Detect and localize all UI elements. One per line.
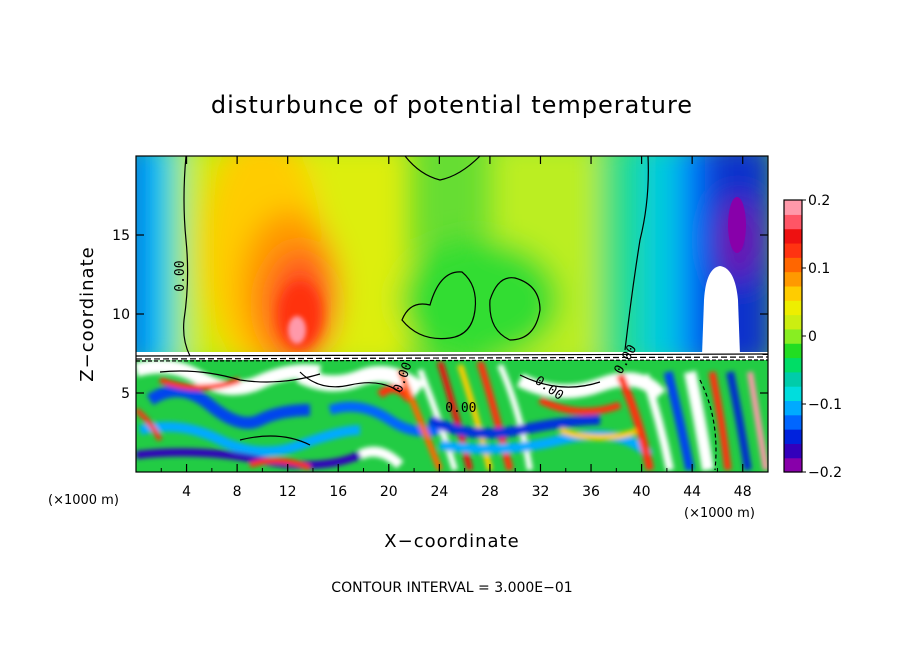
contour-zero-blob1	[401, 271, 477, 340]
contour-zero-blob2	[489, 277, 541, 341]
x-unit-left: (×1000 m)	[48, 493, 119, 508]
colorbar-swatch	[784, 443, 802, 459]
contour-inversion-2	[136, 356, 768, 360]
x-tick-label: 24	[430, 484, 448, 500]
contour-lower-3	[519, 374, 601, 388]
x-tick-label: 28	[481, 484, 499, 500]
x-tick-label: 8	[233, 484, 242, 500]
contour-lines	[136, 156, 768, 471]
x-tick-label: 4	[182, 484, 191, 500]
y-tick-label: 5	[121, 386, 130, 402]
colorbar-swatch	[784, 457, 802, 473]
contour-inversion-3	[136, 359, 768, 362]
y-tick-label: 15	[112, 228, 130, 244]
colorbar-tick-label: 0.1	[808, 261, 830, 277]
contour-label: 0.00	[173, 260, 188, 291]
x-tick-label: 40	[633, 484, 651, 500]
colorbar-swatch	[784, 314, 802, 330]
colorbar-swatch	[784, 285, 802, 301]
colorbar-swatch	[784, 300, 802, 316]
contour-inversion-1	[136, 353, 768, 357]
colorbar-swatch	[784, 343, 802, 359]
colorbar-swatch	[784, 400, 802, 416]
x-axis: 4 8 12 16 20 24 28 32 36 40 44 48	[160, 156, 752, 500]
contour-zero-top	[404, 156, 481, 181]
y-axis: 5 10 15	[112, 228, 768, 402]
colorbar-swatch	[784, 357, 802, 373]
colorbar	[783, 199, 803, 473]
colorbar-tick-label: 0.2	[808, 193, 830, 209]
colorbar-swatch	[784, 257, 802, 273]
y-axis-label: Z−coordinate	[77, 246, 98, 381]
x-unit-right: (×1000 m)	[684, 506, 755, 521]
colorbar-swatch	[784, 371, 802, 387]
contour-zero-right	[624, 156, 649, 351]
contour-lower-1	[159, 370, 321, 383]
colorbar-swatch	[784, 414, 802, 430]
colorbar-swatch	[784, 271, 802, 287]
colorbar-swatch	[784, 200, 802, 215]
contour-interval-note: CONTOUR INTERVAL = 3.000E−01	[331, 580, 572, 596]
x-tick-label: 44	[683, 484, 701, 500]
contour-lower-5	[699, 379, 717, 471]
colorbar-swatch	[784, 429, 802, 444]
contour-zero-left	[183, 156, 191, 357]
x-tick-label: 16	[329, 484, 347, 500]
hot-core-peak	[288, 316, 306, 344]
x-tick-label: 36	[582, 484, 600, 500]
colorbar-swatch	[784, 386, 802, 402]
colorbar-tick-label: −0.2	[808, 465, 842, 481]
plot-area	[136, 156, 768, 472]
contour-lower-4	[239, 435, 311, 446]
colorbar-tick-label: 0	[808, 329, 817, 345]
x-tick-label: 32	[532, 484, 550, 500]
y-tick-label: 10	[112, 307, 130, 323]
x-tick-label: 12	[279, 484, 297, 500]
x-tick-label: 48	[734, 484, 752, 500]
chart-title: disturbunce of potential temperature	[211, 91, 693, 119]
lower-layer-field	[136, 352, 768, 472]
contour-lower-2	[299, 371, 401, 393]
x-axis-label: X−coordinate	[384, 531, 519, 552]
colorbar-swatch	[784, 242, 802, 258]
colorbar-ticks: 0.2 0.1 0 −0.1 −0.2	[802, 193, 842, 481]
colorbar-swatch	[784, 214, 802, 230]
colorbar-swatch	[784, 328, 802, 344]
x-tick-label: 20	[380, 484, 398, 500]
colorbar-tick-label: −0.1	[808, 397, 842, 413]
white-plume	[702, 266, 740, 355]
cold-core	[728, 197, 746, 253]
colorbar-swatch	[784, 228, 802, 244]
contour-label: 0.00	[445, 401, 476, 416]
